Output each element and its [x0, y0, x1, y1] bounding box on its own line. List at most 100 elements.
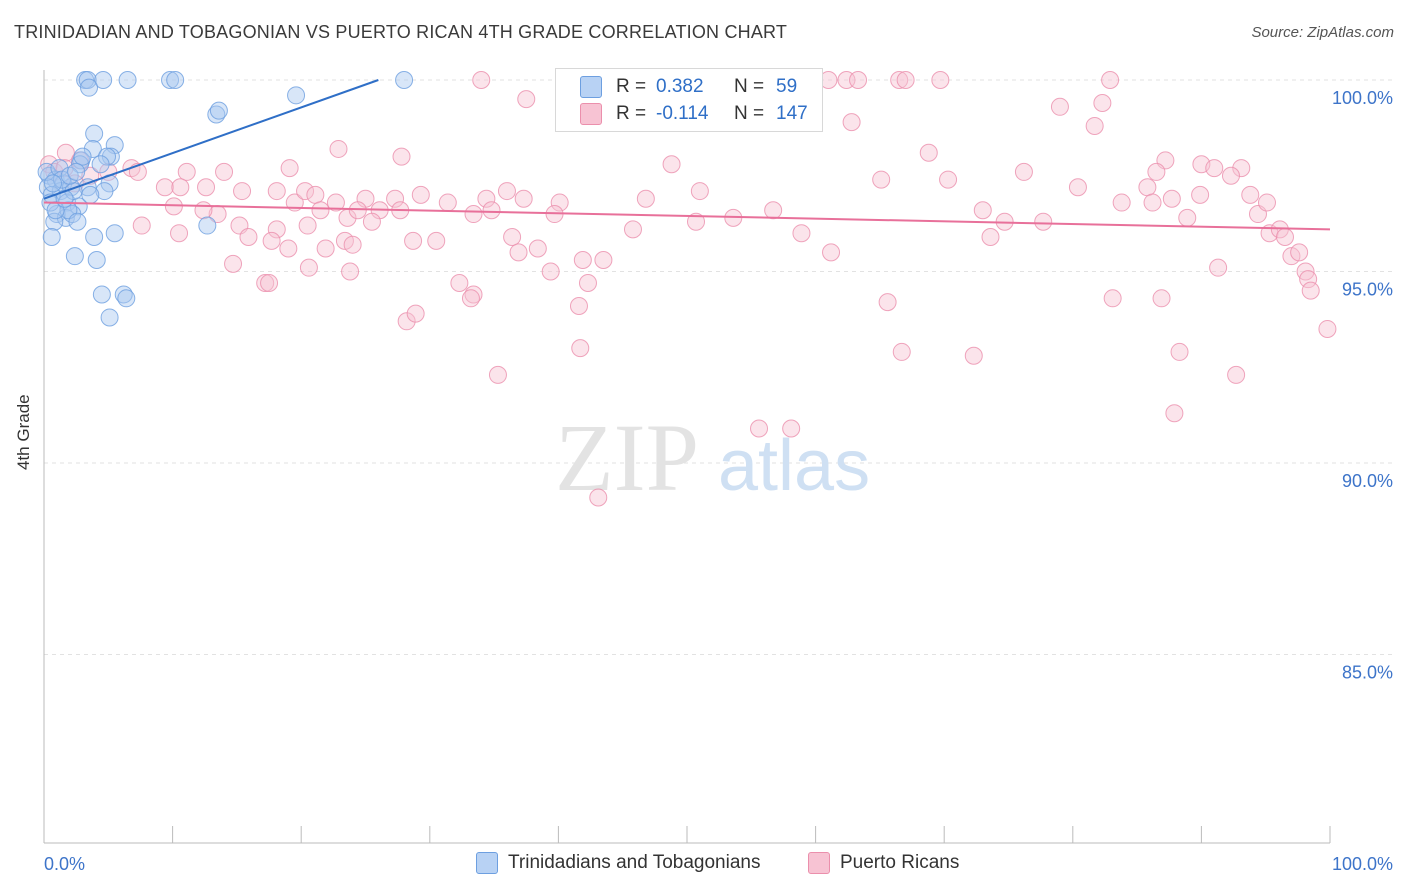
legend-r-value: 0.382	[656, 76, 704, 97]
puerto-rican-trendline	[43, 201, 1331, 231]
puerto-rican-point	[919, 143, 938, 162]
legend-row-puerto-rican: R = -0.114 N = 147	[580, 101, 808, 127]
puerto-rican-point	[56, 143, 75, 162]
puerto-rican-point	[792, 224, 811, 243]
puerto-rican-point	[541, 262, 560, 281]
puerto-rican-point	[1068, 178, 1087, 197]
puerto-rican-point	[411, 185, 430, 204]
trinidadian-point	[95, 182, 114, 201]
trinidadian-point	[92, 285, 111, 304]
puerto-rican-point	[636, 189, 655, 208]
watermark-zip: ZIP	[555, 404, 699, 511]
trinidadian-point	[87, 251, 106, 270]
puerto-rican-point	[177, 162, 196, 181]
trinidadian-point	[45, 212, 64, 231]
puerto-rican-point	[1227, 365, 1246, 384]
puerto-rican-point	[662, 155, 681, 174]
puerto-rican-point	[472, 71, 491, 89]
puerto-rican-point	[296, 182, 315, 201]
puerto-rican-point	[427, 231, 446, 250]
trinidadian-point	[91, 155, 110, 174]
puerto-rican-point	[1241, 185, 1260, 204]
puerto-rican-point	[1138, 178, 1157, 197]
legend-r-label: R =	[616, 76, 647, 97]
trinidadian-point	[68, 212, 87, 231]
trinidadian-point	[118, 71, 137, 89]
trinidadian-point	[287, 86, 306, 105]
trinidadian-point	[67, 162, 86, 181]
puerto-rican-point	[890, 71, 909, 89]
stats-legend: R = 0.382 N = 59 R = -0.114 N = 147	[555, 68, 823, 132]
legend-n-label: N =	[734, 103, 765, 124]
legend-row-trinidadian: R = 0.382 N = 59	[580, 74, 797, 100]
puerto-rican-point	[343, 235, 362, 254]
trinidadian-point	[42, 228, 61, 247]
legend-swatch-pink	[808, 852, 830, 874]
trinidadian-point	[105, 224, 124, 243]
puerto-rican-point	[594, 251, 613, 270]
puerto-rican-point	[764, 201, 783, 220]
puerto-rican-point	[461, 289, 480, 308]
puerto-rican-point	[197, 178, 216, 197]
y-tick-label: 85.0%	[1342, 663, 1393, 683]
puerto-rican-point	[280, 159, 299, 178]
legend-swatch-blue	[476, 852, 498, 874]
puerto-rican-point	[341, 262, 360, 281]
puerto-rican-point	[750, 419, 769, 438]
puerto-rican-point	[578, 273, 597, 292]
puerto-rican-point	[326, 193, 345, 212]
trinidadian-point	[80, 78, 99, 97]
puerto-rican-point	[892, 342, 911, 361]
puerto-rican-point	[872, 170, 891, 189]
puerto-rican-point	[569, 296, 588, 315]
series-legend-label: Trinidadians and Tobagonians	[508, 852, 761, 873]
puerto-rican-point	[896, 71, 915, 89]
puerto-rican-point	[464, 205, 483, 224]
puerto-rican-point	[1085, 116, 1104, 135]
legend-n-value: 147	[776, 103, 808, 124]
y-tick-label: 100.0%	[1332, 88, 1393, 108]
puerto-rican-point	[623, 220, 642, 239]
chart-title: TRINIDADIAN AND TOBAGONIAN VS PUERTO RIC…	[14, 22, 788, 42]
legend-r-value: -0.114	[656, 103, 709, 124]
puerto-rican-point	[782, 419, 801, 438]
series-legend-label: Puerto Ricans	[840, 852, 960, 873]
puerto-rican-point	[550, 193, 569, 212]
puerto-rican-point	[1205, 159, 1224, 178]
puerto-rican-point	[392, 147, 411, 166]
x-tick-label-min: 0.0%	[44, 854, 85, 874]
puerto-rican-point	[573, 251, 592, 270]
trinidadian-point	[161, 71, 180, 89]
trinidadian-point	[78, 71, 97, 89]
puerto-rican-point	[1299, 270, 1318, 289]
trinidadian-point	[117, 289, 136, 308]
puerto-rican-point	[311, 201, 330, 220]
puerto-rican-point	[939, 170, 958, 189]
trinidadian-point	[100, 308, 119, 327]
puerto-rican-point	[194, 201, 213, 220]
puerto-rican-point	[1112, 193, 1131, 212]
puerto-rican-point	[1232, 159, 1251, 178]
puerto-rican-point	[279, 239, 298, 258]
puerto-rican-point	[589, 488, 608, 507]
puerto-rican-point	[690, 182, 709, 201]
puerto-rican-point	[1275, 228, 1294, 247]
puerto-rican-point	[170, 224, 189, 243]
puerto-rican-point	[497, 182, 516, 201]
series-legend-puerto-rican[interactable]: Puerto Ricans	[808, 852, 959, 874]
puerto-rican-point	[509, 243, 528, 262]
puerto-rican-point	[1147, 162, 1166, 181]
puerto-rican-point	[1034, 212, 1053, 231]
series-legend-trinidadian[interactable]: Trinidadians and Tobagonians	[476, 852, 760, 874]
puerto-rican-point	[1257, 193, 1276, 212]
puerto-rican-point	[687, 212, 706, 231]
puerto-rican-point	[386, 189, 405, 208]
puerto-rican-point	[849, 71, 868, 89]
puerto-rican-point	[1103, 289, 1122, 308]
legend-r-label: R =	[616, 103, 647, 124]
puerto-rican-point	[1014, 162, 1033, 181]
puerto-rican-point	[362, 212, 381, 231]
trinidadian-point	[198, 216, 217, 235]
puerto-rican-point	[964, 346, 983, 365]
puerto-rican-point	[1165, 404, 1184, 423]
